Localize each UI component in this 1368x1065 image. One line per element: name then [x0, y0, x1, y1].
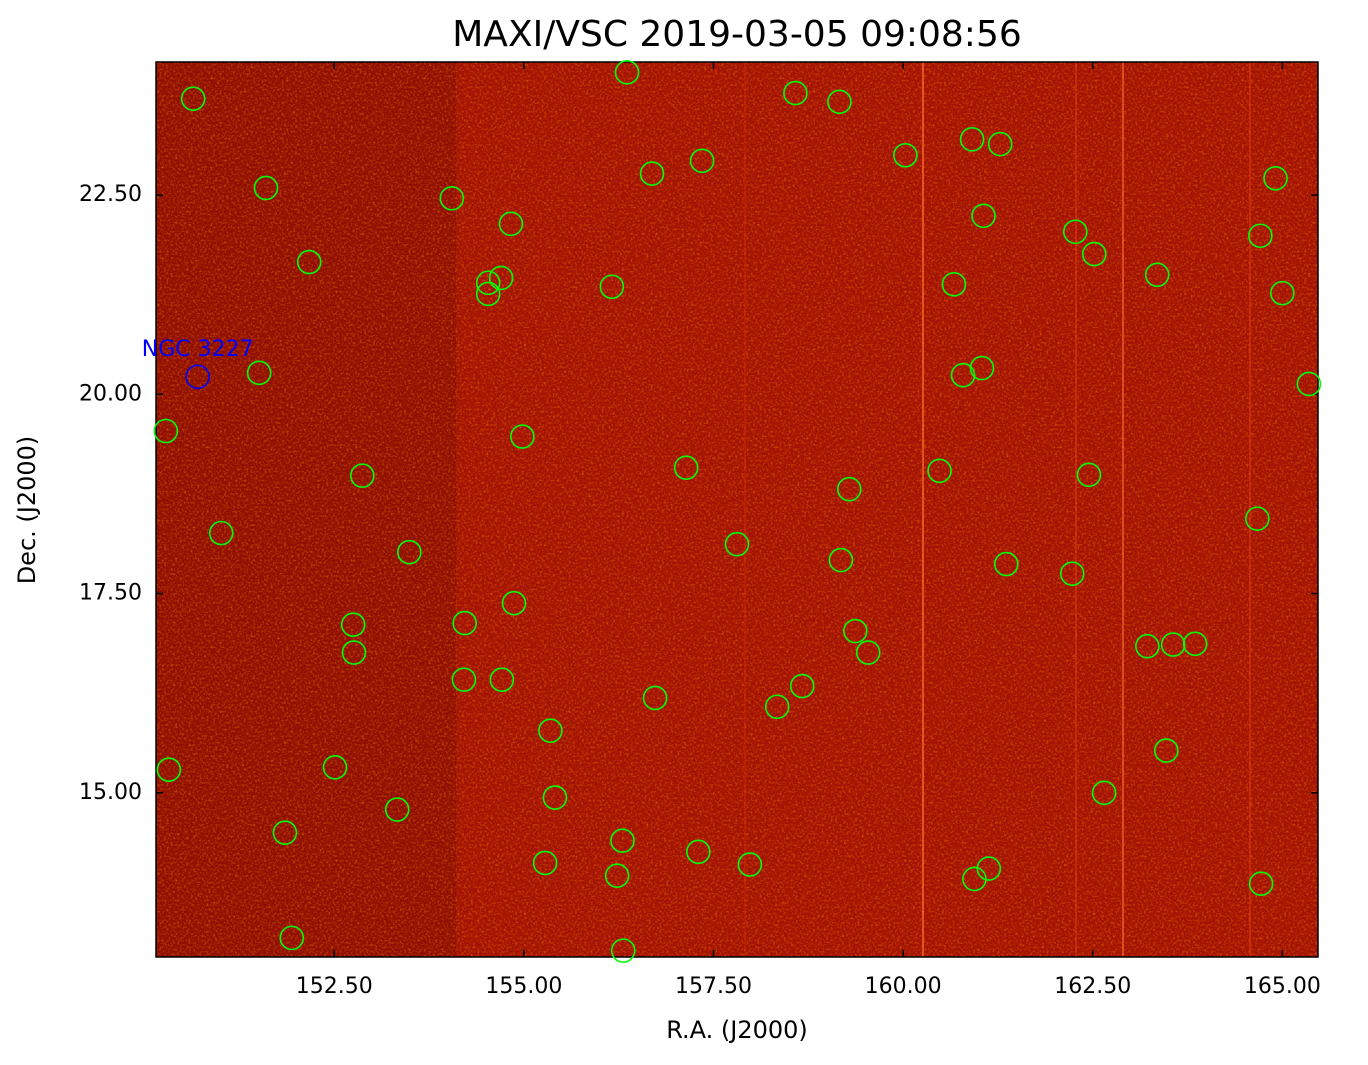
source-circle: [452, 610, 478, 636]
source-circle: [959, 127, 985, 152]
source-circle: [322, 755, 348, 780]
source-circle: [610, 938, 636, 963]
source-circle: [783, 80, 808, 106]
source-circle: [475, 270, 501, 296]
source-circle: [827, 89, 852, 115]
source-circle: [893, 142, 918, 168]
source-circle: [686, 839, 711, 865]
source-circle: [941, 272, 967, 297]
source-circle: [279, 925, 305, 951]
source-circle: [488, 265, 514, 291]
source-circle: [737, 852, 763, 877]
source-circle: [538, 718, 563, 743]
y-tick-label: 17.50: [79, 581, 142, 606]
source-circle: [724, 531, 750, 557]
x-tick-label: 160.00: [865, 974, 942, 999]
source-circle: [789, 673, 815, 699]
source-circle: [1245, 506, 1270, 531]
source-circle: [689, 148, 715, 174]
source-circle: [1154, 738, 1179, 763]
source-circle: [208, 520, 234, 546]
source-circle: [1081, 241, 1107, 267]
source-circle: [451, 667, 477, 692]
source-circle: [976, 856, 1002, 881]
source-circle: [1248, 871, 1274, 896]
source-circle: [1182, 631, 1208, 657]
source-circle: [969, 355, 995, 381]
source-circle: [542, 785, 568, 810]
source-circle: [987, 131, 1013, 157]
source-circle: [296, 249, 322, 275]
source-circle: [855, 640, 881, 665]
source-circle: [1135, 633, 1160, 659]
source-circle: [836, 476, 862, 502]
source-circle: [397, 539, 422, 565]
source-circle: [971, 203, 996, 229]
x-tick-label: 157.50: [675, 974, 752, 999]
source-circle: [1248, 223, 1273, 249]
source-circle: [341, 640, 367, 665]
source-circle: [1144, 262, 1170, 288]
source-circle: [439, 185, 465, 211]
annotation-circle: [185, 364, 211, 390]
source-circle: [642, 685, 668, 711]
x-tick-label: 152.50: [296, 974, 373, 999]
y-tick-label: 22.50: [79, 182, 142, 207]
source-circle: [489, 667, 515, 692]
source-circle: [246, 360, 272, 386]
annotation-label: NGC 3227: [142, 337, 254, 362]
y-tick-label: 15.00: [79, 780, 142, 805]
source-circle: [1091, 780, 1117, 806]
source-circle: [532, 850, 558, 876]
y-axis-label: Dec. (J2000): [13, 436, 41, 585]
source-circle: [843, 618, 868, 644]
y-tick-label: 20.00: [79, 381, 142, 406]
source-circle: [614, 60, 640, 85]
source-circle: [350, 463, 375, 488]
plot-frame: [155, 61, 1319, 958]
source-circle: [475, 281, 501, 307]
source-circle: [828, 547, 854, 573]
x-axis-label: R.A. (J2000): [666, 1016, 808, 1044]
source-circle: [1296, 371, 1322, 397]
x-tick-label: 162.50: [1054, 974, 1131, 999]
source-circle: [501, 590, 527, 616]
source-circle: [510, 424, 535, 449]
source-circle: [498, 211, 524, 237]
source-circle: [180, 86, 206, 111]
source-circle: [1076, 462, 1102, 488]
source-circle: [639, 161, 665, 186]
source-circle: [993, 551, 1019, 577]
chart-title: MAXI/VSC 2019-03-05 09:08:56: [452, 14, 1022, 55]
source-circle: [599, 274, 625, 300]
source-circle: [673, 455, 699, 480]
source-circle: [1062, 219, 1088, 245]
source-circle: [1263, 166, 1288, 191]
source-circle: [253, 175, 279, 201]
source-circle: [1270, 280, 1295, 306]
source-circle: [610, 828, 635, 853]
source-circle: [604, 863, 630, 889]
x-tick-label: 155.00: [485, 974, 562, 999]
source-circle: [340, 612, 366, 637]
source-circle: [764, 694, 790, 720]
source-circle: [156, 757, 182, 783]
source-circle: [927, 458, 952, 484]
source-circle: [272, 820, 298, 845]
source-circle: [153, 418, 179, 444]
image-background: [156, 62, 1318, 957]
source-circle: [950, 362, 976, 388]
source-circle: [1059, 561, 1085, 586]
source-circle: [384, 797, 410, 822]
source-circle: [1160, 632, 1186, 657]
x-tick-label: 165.00: [1244, 974, 1321, 999]
